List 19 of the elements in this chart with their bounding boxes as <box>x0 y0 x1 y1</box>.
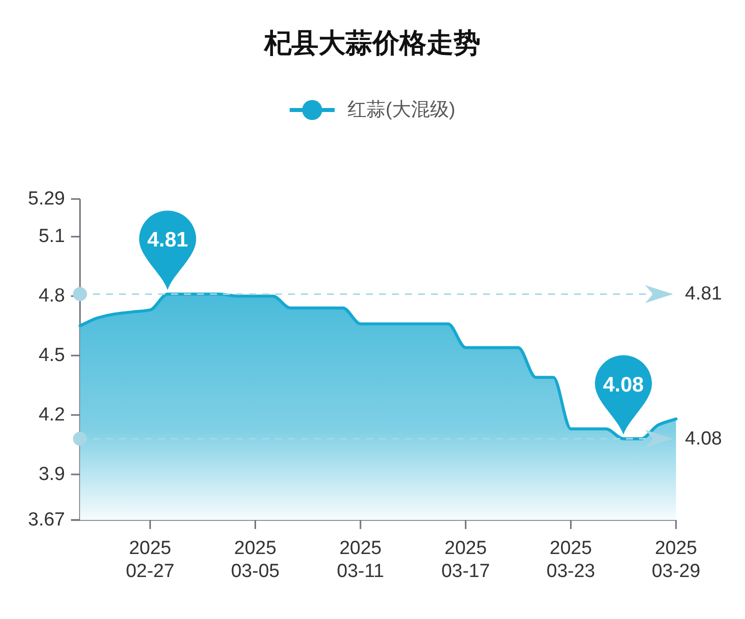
ref-line-label: 4.81 <box>685 284 722 305</box>
pin-label: 4.08 <box>602 373 644 396</box>
ref-line-label: 4.08 <box>685 428 722 450</box>
legend-label: 红蒜(大混级) <box>348 100 456 120</box>
x-tick-label: 2025 02-27 <box>126 538 174 582</box>
x-tick-label: 2025 03-05 <box>231 538 280 582</box>
y-tick-label: 5.29 <box>28 188 65 210</box>
y-tick-label: 4.8 <box>38 286 65 307</box>
y-tick-label: 4.5 <box>38 345 65 366</box>
y-tick-label: 4.2 <box>38 404 65 426</box>
y-tick-label: 3.67 <box>28 510 65 530</box>
y-tick-label: 5.1 <box>38 226 65 248</box>
title: 杞县大蒜价格走势 <box>264 28 480 58</box>
x-tick-label: 2025 03-17 <box>441 538 490 582</box>
pin-label: 4.81 <box>147 228 188 252</box>
x-tick-label: 2025 03-23 <box>546 538 596 582</box>
x-tick-label: 2025 03-11 <box>336 538 384 582</box>
x-tick-label: 2025 03-29 <box>652 538 700 582</box>
y-tick-label: 3.9 <box>38 464 65 485</box>
